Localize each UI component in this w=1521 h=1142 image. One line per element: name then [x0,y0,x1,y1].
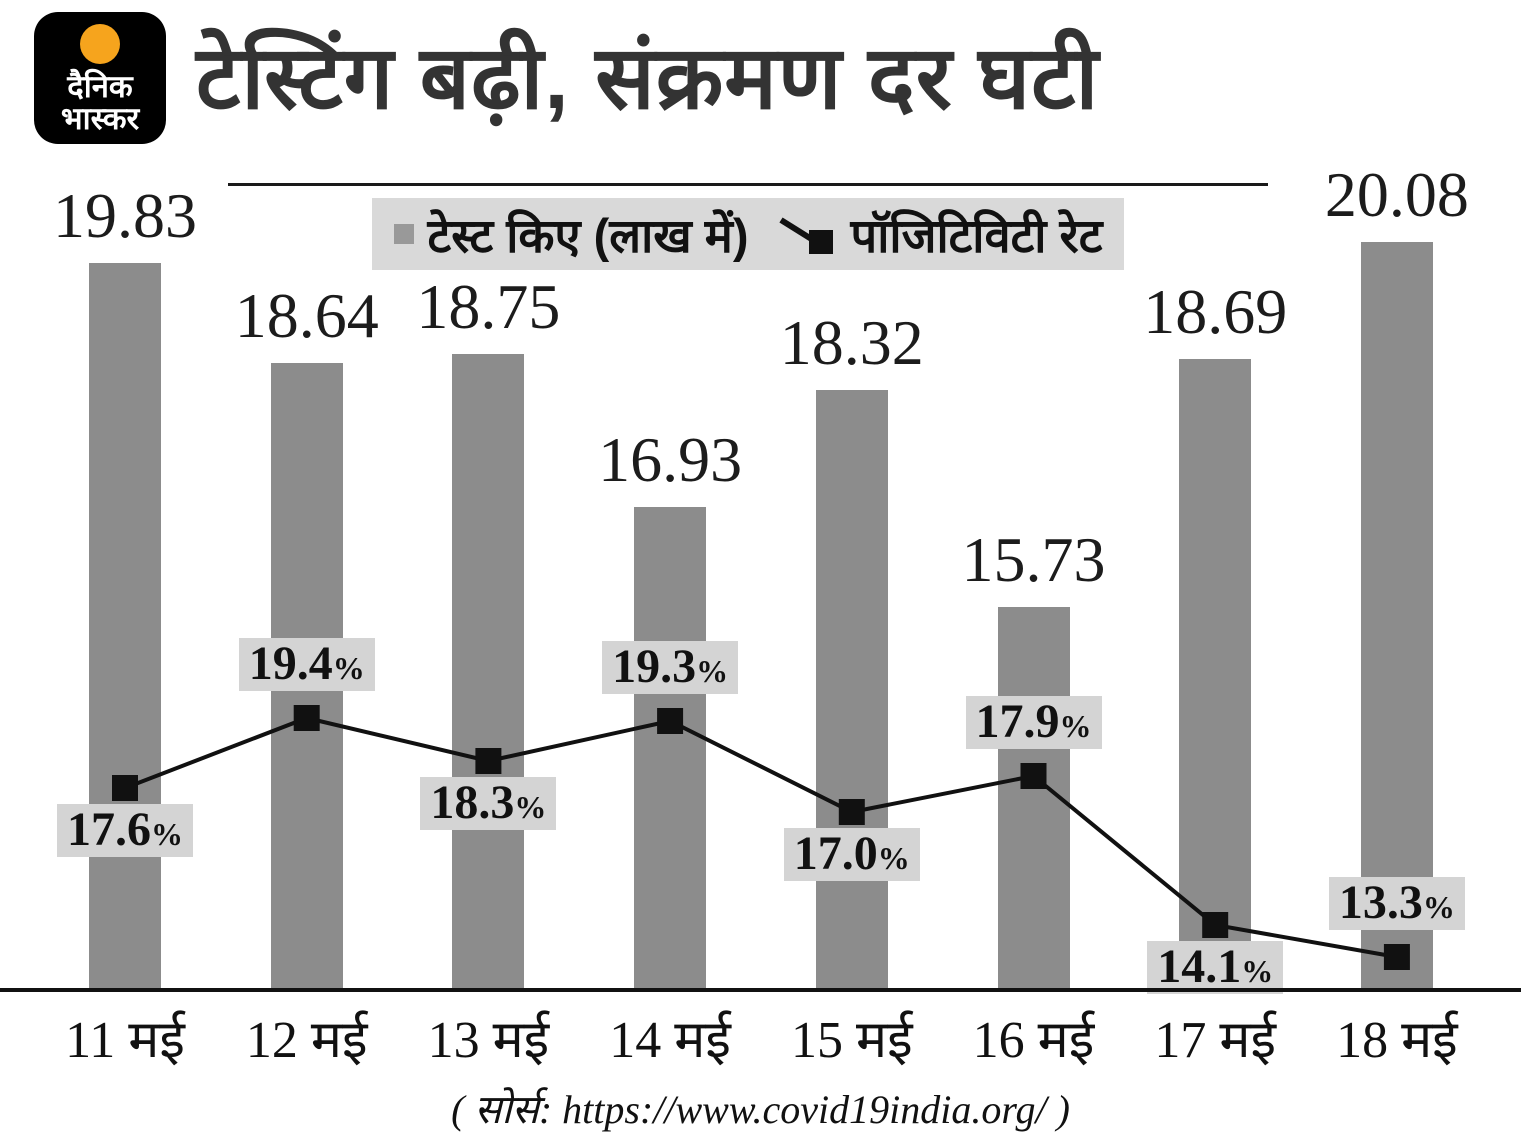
logo-line-2: भास्कर [60,101,140,137]
rate-label: 17.9% [965,695,1102,749]
rate-value: 19.3 [612,640,697,693]
legend-tests-label: टेस्ट किए (लाख में) [427,209,749,262]
rate-label: 18.3% [420,776,557,830]
bar-value-label: 18.75 [416,271,561,342]
tests-bar [1179,359,1252,988]
legend-rate-label: पॉजिटिविटी रेट [850,209,1103,262]
bar-value-label: 19.83 [53,180,197,251]
rate-value: 19.4 [248,637,333,690]
x-axis-label: 14 मई [609,1012,731,1069]
dainik-bhaskar-logo: दैनिक भास्कर [34,12,166,144]
rate-value: 17.9 [975,695,1060,748]
x-axis-label: 15 मई [790,1012,913,1069]
x-axis-label: 17 मई [1154,1012,1277,1069]
tests-bar [815,390,888,988]
percent-sign: % [332,650,365,686]
x-axis-label: 11 मई [65,1012,185,1069]
source-note: ( सोर्स: https://www.covid19india.org/ ) [451,1087,1070,1132]
percent-sign: % [1059,708,1092,744]
percent-sign: % [1241,953,1274,989]
percent-sign: % [514,789,547,825]
legend: टेस्ट किए (लाख में) पॉजिटिविटी रेट [228,183,1268,270]
rate-label: 17.6% [57,803,193,857]
logo-text: दैनिक भास्कर [34,68,166,137]
sun-icon [80,24,120,64]
rate-value: 17.6 [67,803,151,856]
bar-value-label: 16.93 [598,424,743,495]
rate-value: 14.1 [1157,940,1242,993]
legend-item-rate: पॉजिटिविटी रेट [778,202,1103,266]
x-axis-label: 16 मई [972,1012,1095,1069]
rate-label: 19.4% [238,637,375,691]
tests-bar [452,354,525,988]
bar-swatch-icon [393,224,414,244]
rate-value: 17.0 [793,827,878,880]
rate-label: 14.1% [1147,940,1284,994]
percent-sign: % [877,840,910,876]
line-marker-icon [778,217,833,254]
page-title: टेस्टिंग बढ़ी, संक्रमण दर घटी [196,28,1100,127]
legend-item-tests: टेस्ट किए (लाख में) [393,202,749,266]
bar-value-label: 18.64 [234,280,379,351]
tests-bar [89,263,161,988]
rate-value: 13.3 [1338,876,1423,929]
x-axis-line [0,988,1521,992]
x-axis-label: 12 मई [245,1012,368,1069]
rate-label: 19.3% [602,640,739,694]
tests-bar [997,607,1070,988]
percent-sign: % [151,816,183,852]
percent-sign: % [696,653,729,689]
logo-line-1: दैनिक [67,68,133,104]
bar-value-label: 18.32 [779,307,924,378]
legend-strip: टेस्ट किए (लाख में) पॉजिटिविटी रेट [371,198,1125,270]
rate-value: 18.3 [430,776,515,829]
x-axis-label: 18 मई [1336,1012,1458,1069]
percent-sign: % [1422,889,1455,925]
rate-label: 13.3% [1328,876,1465,930]
x-axis-label: 13 मई [427,1012,550,1069]
bar-value-label: 18.69 [1143,276,1288,347]
rate-label: 17.0% [783,827,920,881]
bar-value-label: 15.73 [961,524,1106,595]
tests-bar [634,507,707,988]
bar-value-label: 20.08 [1324,159,1469,230]
